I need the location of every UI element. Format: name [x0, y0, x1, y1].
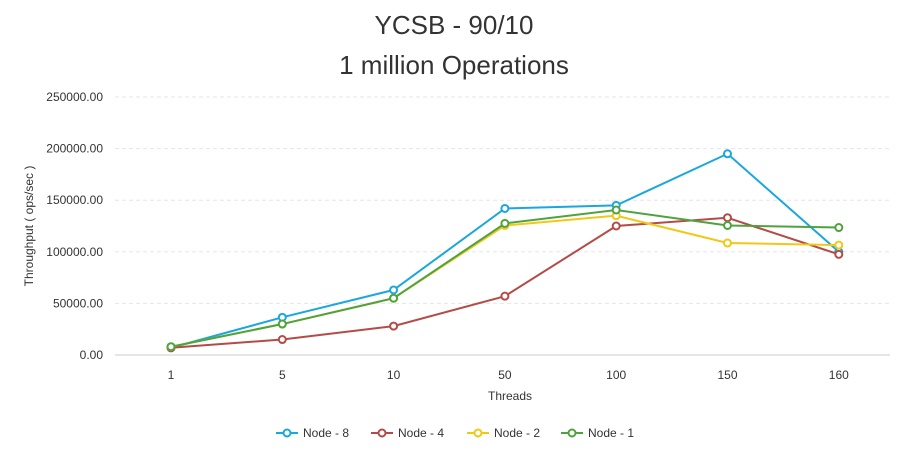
data-point[interactable] [500, 218, 510, 228]
data-point[interactable] [277, 319, 287, 329]
x-tick-label: 150 [717, 368, 737, 382]
data-point[interactable] [389, 293, 399, 303]
data-point[interactable] [611, 221, 621, 231]
data-point[interactable] [389, 285, 399, 295]
data-point[interactable] [277, 335, 287, 345]
legend-item[interactable]: Node - 8 [276, 426, 349, 440]
x-tick-label: 1 [168, 368, 175, 382]
x-tick-label: 100 [606, 368, 626, 382]
chart-title-line-2: 1 million Operations [339, 50, 569, 80]
legend-swatch-marker [377, 428, 387, 438]
data-point[interactable] [500, 203, 510, 213]
series [166, 149, 844, 353]
legend-swatch-marker [282, 428, 292, 438]
x-tick-label: 160 [829, 368, 849, 382]
legend-label: Node - 8 [303, 426, 349, 440]
legend-item[interactable]: Node - 2 [467, 426, 540, 440]
x-tick-label: 5 [279, 368, 286, 382]
data-point[interactable] [723, 213, 732, 223]
series-node-1 [166, 205, 844, 352]
data-point[interactable] [834, 249, 844, 259]
x-tick-labels: 1 5 10 50 100 150 160 [168, 368, 849, 382]
data-point[interactable] [723, 149, 732, 159]
data-point[interactable] [834, 240, 844, 250]
data-point[interactable] [389, 321, 399, 331]
legend-label: Node - 4 [398, 426, 444, 440]
data-point[interactable] [834, 223, 844, 233]
data-point[interactable] [723, 238, 732, 248]
legend-item[interactable]: Node - 4 [371, 426, 444, 440]
x-axis-label: Threads [488, 389, 532, 403]
series-node-2 [166, 211, 844, 352]
series-line [170, 216, 840, 349]
data-point[interactable] [723, 220, 732, 230]
data-point[interactable] [166, 342, 176, 352]
y-tick-labels: 0.00 50000.00 100000.00 150000.00 200000.00 2… [46, 90, 103, 362]
x-tick-label: 50 [498, 368, 512, 382]
y-tick-label: 0.00 [80, 348, 104, 362]
legend-swatch-marker [473, 428, 483, 438]
y-tick-label: 100000.00 [46, 245, 103, 259]
series-line [170, 152, 840, 349]
chart-title-line-1: YCSB - 90/10 [375, 10, 534, 40]
y-tick-label: 250000.00 [46, 90, 103, 104]
legend-label: Node - 2 [494, 426, 540, 440]
y-axis-label: Throughput ( ops/sec ) [22, 166, 36, 287]
grid-lines [115, 96, 890, 356]
legend-label: Node - 1 [588, 426, 634, 440]
data-point[interactable] [611, 205, 621, 215]
series-node-8 [166, 149, 844, 353]
y-tick-label: 50000.00 [53, 296, 103, 310]
y-tick-label: 200000.00 [46, 142, 103, 156]
series-line [170, 208, 839, 348]
legend-item[interactable]: Node - 1 [561, 426, 634, 440]
x-tick-label: 10 [387, 368, 401, 382]
legend-swatch-marker [567, 428, 577, 438]
legend[interactable]: Node - 8 Node - 4 Node - 2 Node - 1 [276, 426, 634, 440]
series-node-4 [166, 213, 844, 353]
y-tick-label: 150000.00 [46, 193, 103, 207]
data-point[interactable] [500, 291, 510, 301]
